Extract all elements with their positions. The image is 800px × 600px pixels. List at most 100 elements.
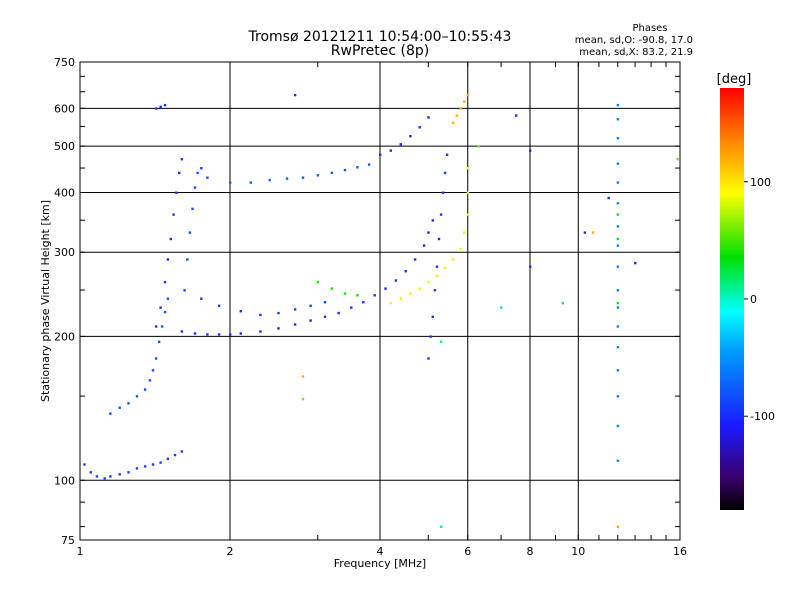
echo-point [217, 333, 221, 336]
echo-point [466, 167, 470, 170]
echo-point [384, 287, 387, 290]
echo-point [435, 265, 439, 268]
echo-point [159, 306, 162, 309]
echo-point [206, 333, 209, 336]
echo-point [109, 412, 112, 415]
echo-point [148, 379, 152, 382]
echo-point [330, 171, 334, 175]
echo-point [591, 231, 595, 234]
echo-point [259, 330, 262, 333]
echo-point [309, 304, 312, 307]
echo-point [427, 357, 430, 360]
echo-point [616, 103, 620, 107]
echo-point [172, 213, 175, 216]
echo-point [356, 166, 359, 169]
echo-point [183, 289, 186, 292]
stats-heading: Phases [632, 23, 667, 34]
echo-point [180, 450, 184, 453]
echo-point [323, 315, 327, 318]
echo-point [323, 301, 327, 304]
echo-point [186, 258, 189, 261]
echo-point [616, 525, 620, 528]
echo-point [293, 308, 297, 311]
echo-point [268, 178, 271, 182]
echo-point [316, 280, 320, 284]
echo-point [439, 213, 443, 216]
y-tick-label: 600 [54, 102, 75, 115]
echo-point [239, 310, 242, 313]
echo-point [196, 171, 199, 175]
echo-point [463, 100, 466, 103]
y-tick-label: 750 [54, 56, 75, 69]
data-points [83, 93, 679, 528]
echo-point [178, 171, 181, 175]
echo-point [159, 461, 162, 464]
echo-point [413, 258, 417, 261]
echo-point [350, 306, 353, 309]
echo-point [206, 176, 209, 179]
echo-point [418, 287, 421, 290]
echo-point [367, 163, 371, 166]
echo-point [343, 168, 347, 172]
echo-point [135, 467, 139, 470]
echo-point [229, 333, 232, 336]
echo-point [418, 126, 421, 129]
echo-point [394, 279, 398, 282]
chart-title: Tromsø 20121211 10:54:00–10:55:43 [248, 29, 512, 45]
echo-point [634, 261, 637, 265]
echo-point [163, 280, 167, 284]
echo-point [154, 325, 158, 328]
echo-point [166, 457, 170, 460]
echo-point [118, 473, 121, 476]
echo-point [435, 274, 439, 277]
echo-point [151, 463, 155, 466]
echo-point [676, 158, 679, 161]
echo-point [500, 306, 503, 309]
echo-point [443, 267, 447, 270]
echo-point [143, 388, 147, 391]
echo-point [616, 346, 620, 349]
x-tick-label: 10 [571, 545, 585, 558]
echo-point [188, 231, 192, 234]
colorbar-tick-label: 0 [750, 293, 757, 306]
y-tick-label: 400 [54, 186, 75, 199]
echo-point [583, 231, 587, 234]
echo-point [529, 265, 532, 268]
echo-point [277, 311, 280, 315]
echo-point [180, 158, 184, 161]
y-tick-label: 500 [54, 140, 75, 153]
echo-point [427, 280, 430, 284]
y-tick-label: 75 [61, 534, 75, 547]
echo-point [109, 475, 112, 478]
echo-point [191, 207, 194, 211]
echo-point [616, 213, 620, 216]
echo-point [399, 297, 402, 300]
echo-point [154, 107, 158, 110]
echo-point [616, 118, 620, 121]
echo-point [616, 265, 620, 268]
echo-point [83, 463, 86, 466]
echo-point [89, 471, 92, 474]
echo-point [200, 297, 203, 300]
echo-point [616, 301, 620, 305]
echo-point [163, 103, 167, 107]
echo-point [285, 177, 289, 180]
echo-point [466, 213, 470, 216]
echo-point [249, 181, 252, 184]
echo-point [427, 231, 430, 234]
echo-point [316, 174, 320, 177]
grid [80, 62, 680, 540]
echo-point [373, 294, 376, 297]
colorbar-tick-label: 100 [750, 176, 771, 189]
echo-point [337, 311, 340, 315]
y-tick-label: 100 [54, 474, 75, 487]
echo-point [259, 313, 262, 317]
echo-point [616, 162, 620, 165]
echo-point [616, 225, 620, 228]
echo-point [217, 304, 221, 307]
echo-point [163, 310, 167, 314]
echo-point [135, 395, 139, 398]
colorbar-tick-label: -100 [750, 410, 775, 423]
echo-point [239, 332, 242, 335]
echo-point [118, 406, 121, 409]
